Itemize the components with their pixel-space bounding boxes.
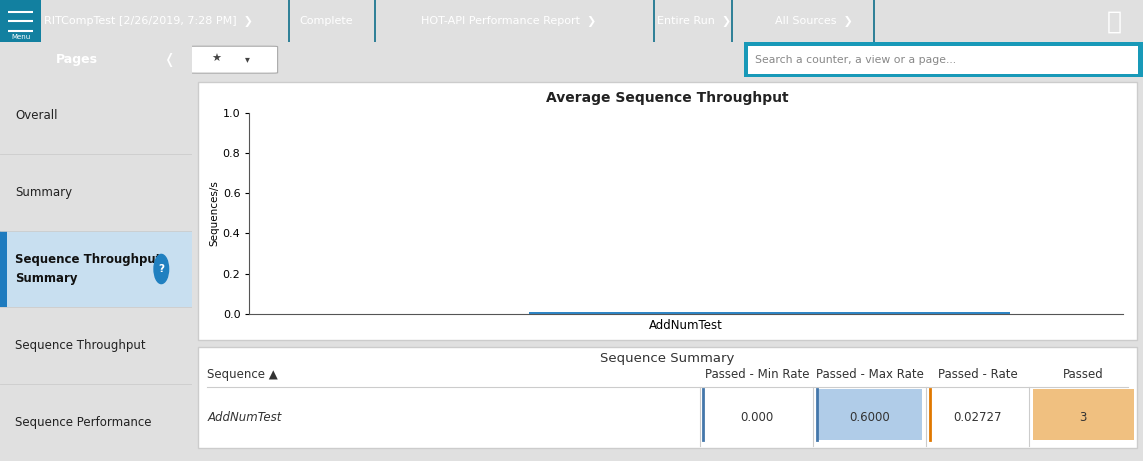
Text: Sequence Performance: Sequence Performance [15, 416, 152, 429]
FancyBboxPatch shape [187, 46, 278, 73]
Y-axis label: Sequences/s: Sequences/s [210, 180, 219, 246]
Text: Sequence Summary: Sequence Summary [600, 352, 735, 365]
Text: Passed: Passed [1063, 367, 1104, 380]
Bar [817, 389, 922, 440]
Text: Summary: Summary [15, 272, 78, 285]
Text: Passed - Rate: Passed - Rate [937, 367, 1017, 380]
Text: Entire Run  ❯: Entire Run ❯ [657, 16, 732, 27]
Text: Passed - Max Rate: Passed - Max Rate [816, 367, 924, 380]
Text: ★: ★ [210, 54, 221, 64]
Text: Sequence Throughput: Sequence Throughput [15, 339, 146, 352]
Text: 0.6000: 0.6000 [849, 411, 890, 424]
Text: RITCompTest [2/26/2019, 7:28 PM]  ❯: RITCompTest [2/26/2019, 7:28 PM] ❯ [45, 16, 253, 27]
Text: Pages: Pages [56, 53, 98, 66]
Bar [0, 0, 41, 42]
Text: Sequence ▲: Sequence ▲ [207, 367, 278, 380]
Text: Passed - Min Rate: Passed - Min Rate [704, 367, 809, 380]
Text: Sequence Throughput: Sequence Throughput [15, 253, 161, 266]
FancyBboxPatch shape [198, 82, 1137, 340]
Text: Menu: Menu [11, 34, 30, 40]
Text: All Sources  ❯: All Sources ❯ [775, 16, 854, 27]
Bar [749, 46, 1138, 73]
Text: 0.000: 0.000 [741, 411, 774, 424]
Text: Overall: Overall [15, 109, 58, 122]
Bar [1033, 389, 1134, 440]
Text: Average Sequence Throughput: Average Sequence Throughput [546, 91, 789, 105]
Text: HOT-API Performance Report  ❯: HOT-API Performance Report ❯ [421, 16, 597, 27]
Text: ?: ? [158, 264, 165, 274]
Circle shape [154, 254, 169, 284]
FancyBboxPatch shape [198, 347, 1137, 448]
Bar [744, 42, 1143, 77]
Text: Search a counter, a view or a page...: Search a counter, a view or a page... [756, 55, 957, 65]
Bar [0, 230, 192, 307]
Text: ▾: ▾ [245, 54, 249, 64]
Text: Complete: Complete [299, 16, 352, 26]
Text: ⌕: ⌕ [1106, 9, 1122, 33]
Bar [529, 312, 1009, 314]
Text: 0.02727: 0.02727 [953, 411, 1001, 424]
Text: AddNumTest: AddNumTest [207, 411, 281, 424]
Text: ❬: ❬ [163, 53, 175, 67]
Bar [0, 230, 7, 307]
Text: 3: 3 [1080, 411, 1087, 424]
Text: Summary: Summary [15, 186, 72, 199]
